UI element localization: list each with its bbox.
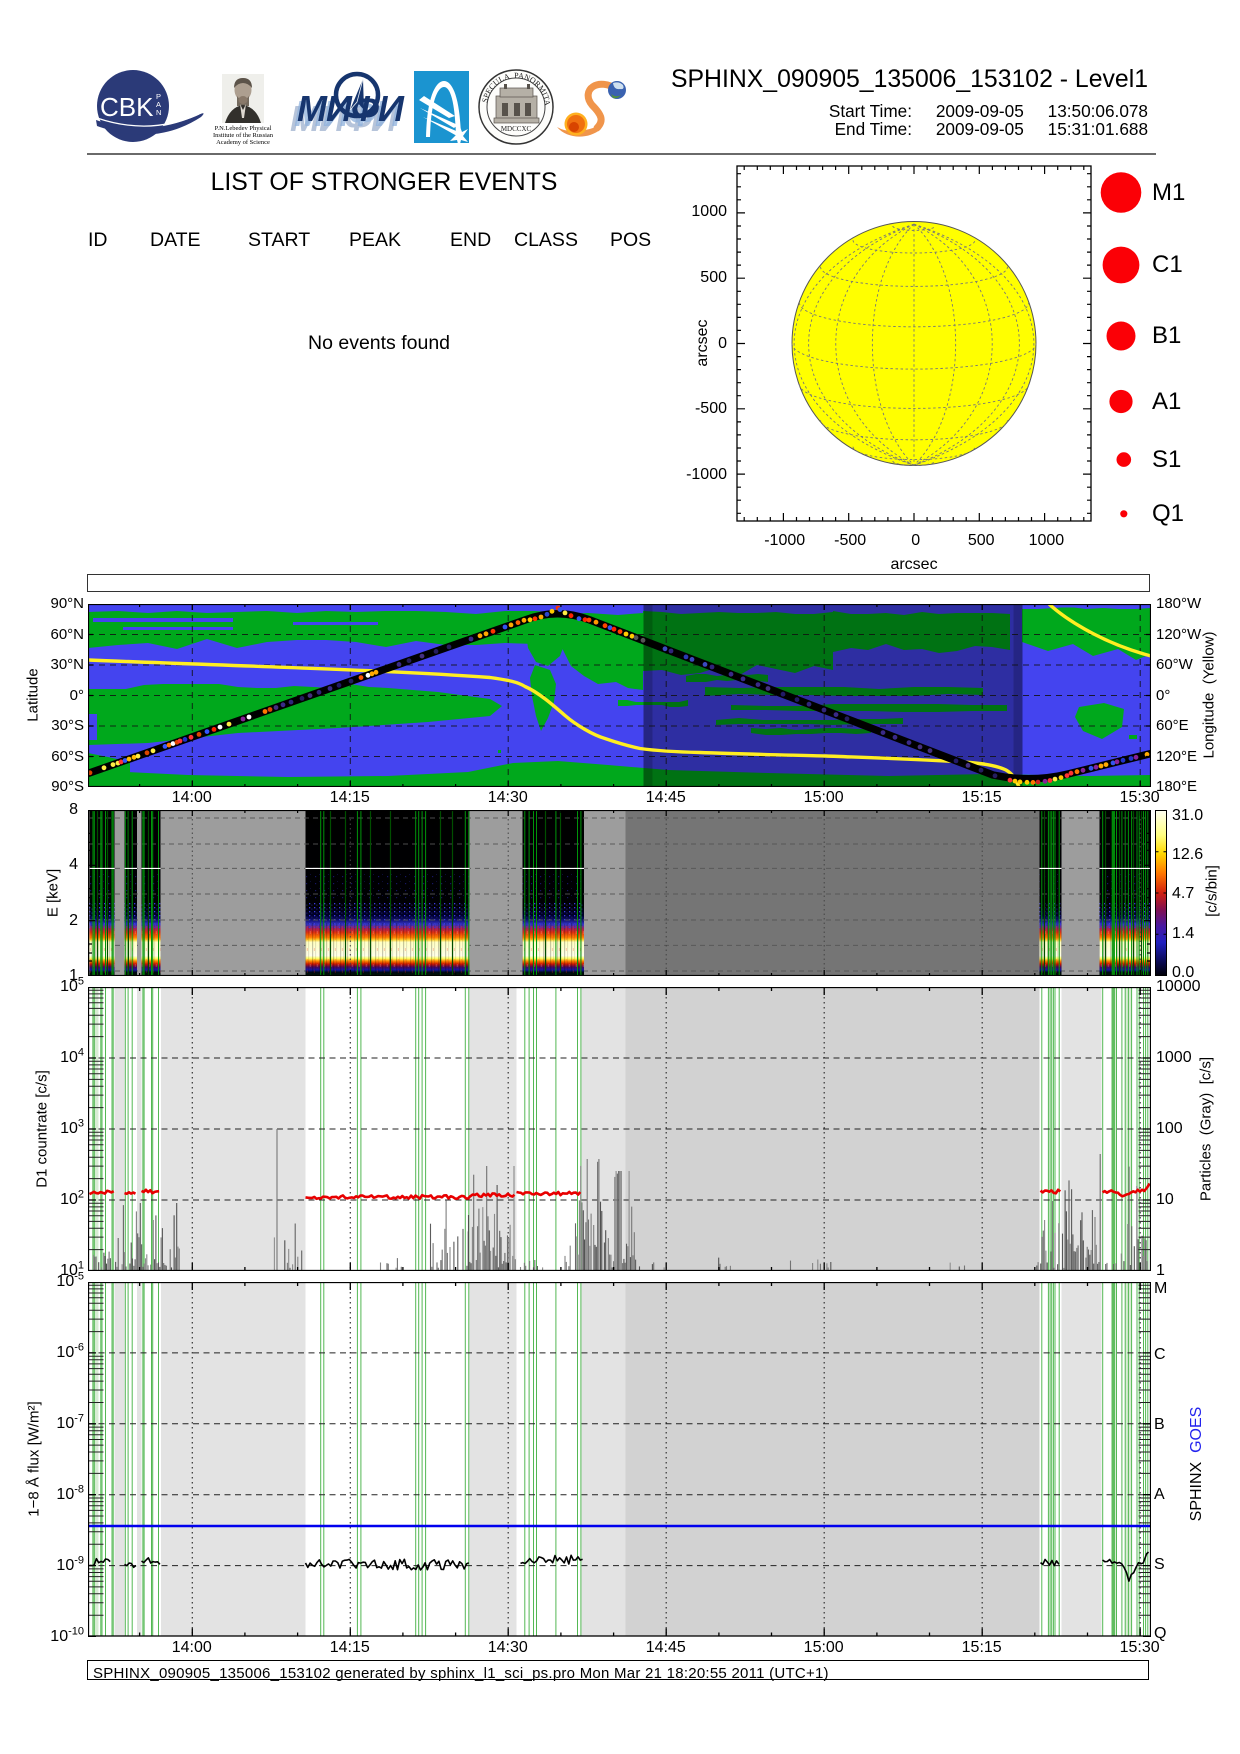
svg-text:P.N.Lebedev Physical: P.N.Lebedev Physical [215, 125, 272, 132]
svg-text:N: N [156, 108, 161, 117]
svg-text:MDCCXC: MDCCXC [501, 125, 532, 133]
svg-text:МИФИ: МИФИ [290, 98, 398, 139]
svg-text:P: P [156, 92, 161, 101]
svg-text:Academy of Science: Academy of Science [216, 139, 270, 146]
svg-text:Institute of the Russian: Institute of the Russian [213, 132, 274, 139]
svg-text:CBK: CBK [100, 92, 154, 122]
svg-text:A: A [156, 100, 161, 109]
svg-text:SPECULA PANORMITANA: SPECULA PANORMITANA [0, 0, 552, 106]
